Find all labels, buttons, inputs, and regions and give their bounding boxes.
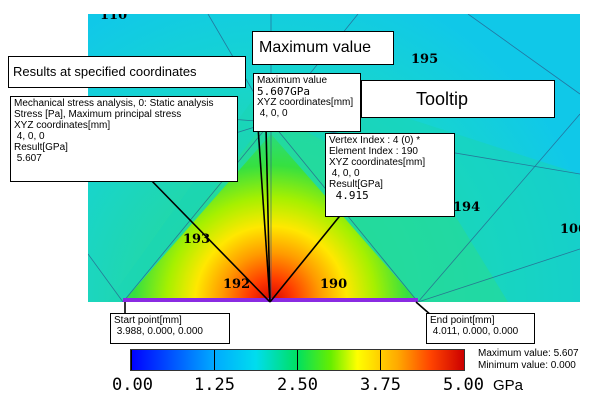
result-coords-value: 4, 0, 0: [14, 131, 45, 142]
result-at-coordinates-box: Mechanical stress analysis, 0: Static an…: [10, 96, 238, 182]
end-point-value: 4.011, 0.000, 0.000: [430, 326, 519, 337]
result-value-label: Result[GPa]: [14, 142, 68, 153]
element-label-193: 193: [183, 232, 211, 247]
element-label-110: 110: [100, 14, 128, 23]
minimum-value-legend: Minimum value: 0.000: [478, 360, 576, 371]
result-value: 5.607: [14, 153, 42, 164]
start-point-box: Start point[mm] 3.988, 0.000, 0.000: [110, 313, 230, 344]
color-legend-tick-0: [131, 350, 132, 370]
end-point-box: End point[mm] 4.011, 0.000, 0.000: [426, 313, 535, 344]
element-label-190: 190: [320, 277, 348, 292]
maximum-value-label: Maximum value: [257, 75, 328, 86]
results-callout: Results at specified coordinates: [8, 56, 246, 88]
color-legend-label-1: 1.25: [194, 375, 235, 395]
vertex-tooltip-box: Vertex Index : 4 (0) * Element Index : 1…: [325, 133, 455, 217]
color-legend-tick-2: [297, 350, 298, 370]
tooltip-coords-value: 4, 0, 0: [329, 168, 360, 179]
maximum-coords-label: XYZ coordinates[mm]: [257, 97, 354, 108]
color-legend-tick-1: [214, 350, 215, 370]
tooltip-element-index: Element Index : 190: [329, 146, 418, 157]
color-legend-label-0: 0.00: [112, 375, 153, 395]
result-coords-label: XYZ coordinates[mm]: [14, 120, 111, 131]
element-label-194: 194: [453, 200, 481, 215]
element-label-195: 195: [411, 52, 439, 67]
start-point-value: 3.988, 0.000, 0.000: [114, 326, 203, 337]
start-point-label: Start point[mm]: [114, 315, 182, 326]
tooltip-result-value: 4.915: [329, 189, 369, 202]
maximum-value-legend: Maximum value: 5.607: [478, 348, 579, 359]
color-legend-label-4: 5.00: [443, 375, 484, 395]
tooltip-callout: Tooltip: [361, 80, 555, 118]
color-legend-label-3: 3.75: [360, 375, 401, 395]
color-legend-unit: GPa: [493, 377, 524, 394]
color-legend-label-2: 2.50: [277, 375, 318, 395]
color-legend-bar: [130, 349, 465, 371]
color-legend-tick-3: [380, 350, 381, 370]
tooltip-vertex-index: Vertex Index : 4 (0) *: [329, 135, 421, 146]
element-label-192: 192: [223, 277, 251, 292]
end-point-label: End point[mm]: [430, 315, 495, 326]
tooltip-coords-label: XYZ coordinates[mm]: [329, 157, 426, 168]
result-stress-line: Stress [Pa], Maximum principal stress: [14, 109, 182, 120]
maximum-coords-value: 4, 0, 0: [257, 108, 288, 119]
maximum-value: 5.607GPa: [257, 85, 310, 98]
element-label-100: 100: [560, 222, 580, 237]
tooltip-result-label: Result[GPa]: [329, 179, 383, 190]
maximum-value-box: Maximum value 5.607GPa XYZ coordinates[m…: [253, 73, 361, 132]
result-analysis-line: Mechanical stress analysis, 0: Static an…: [14, 98, 214, 109]
maximum-callout: Maximum value: [252, 31, 394, 65]
